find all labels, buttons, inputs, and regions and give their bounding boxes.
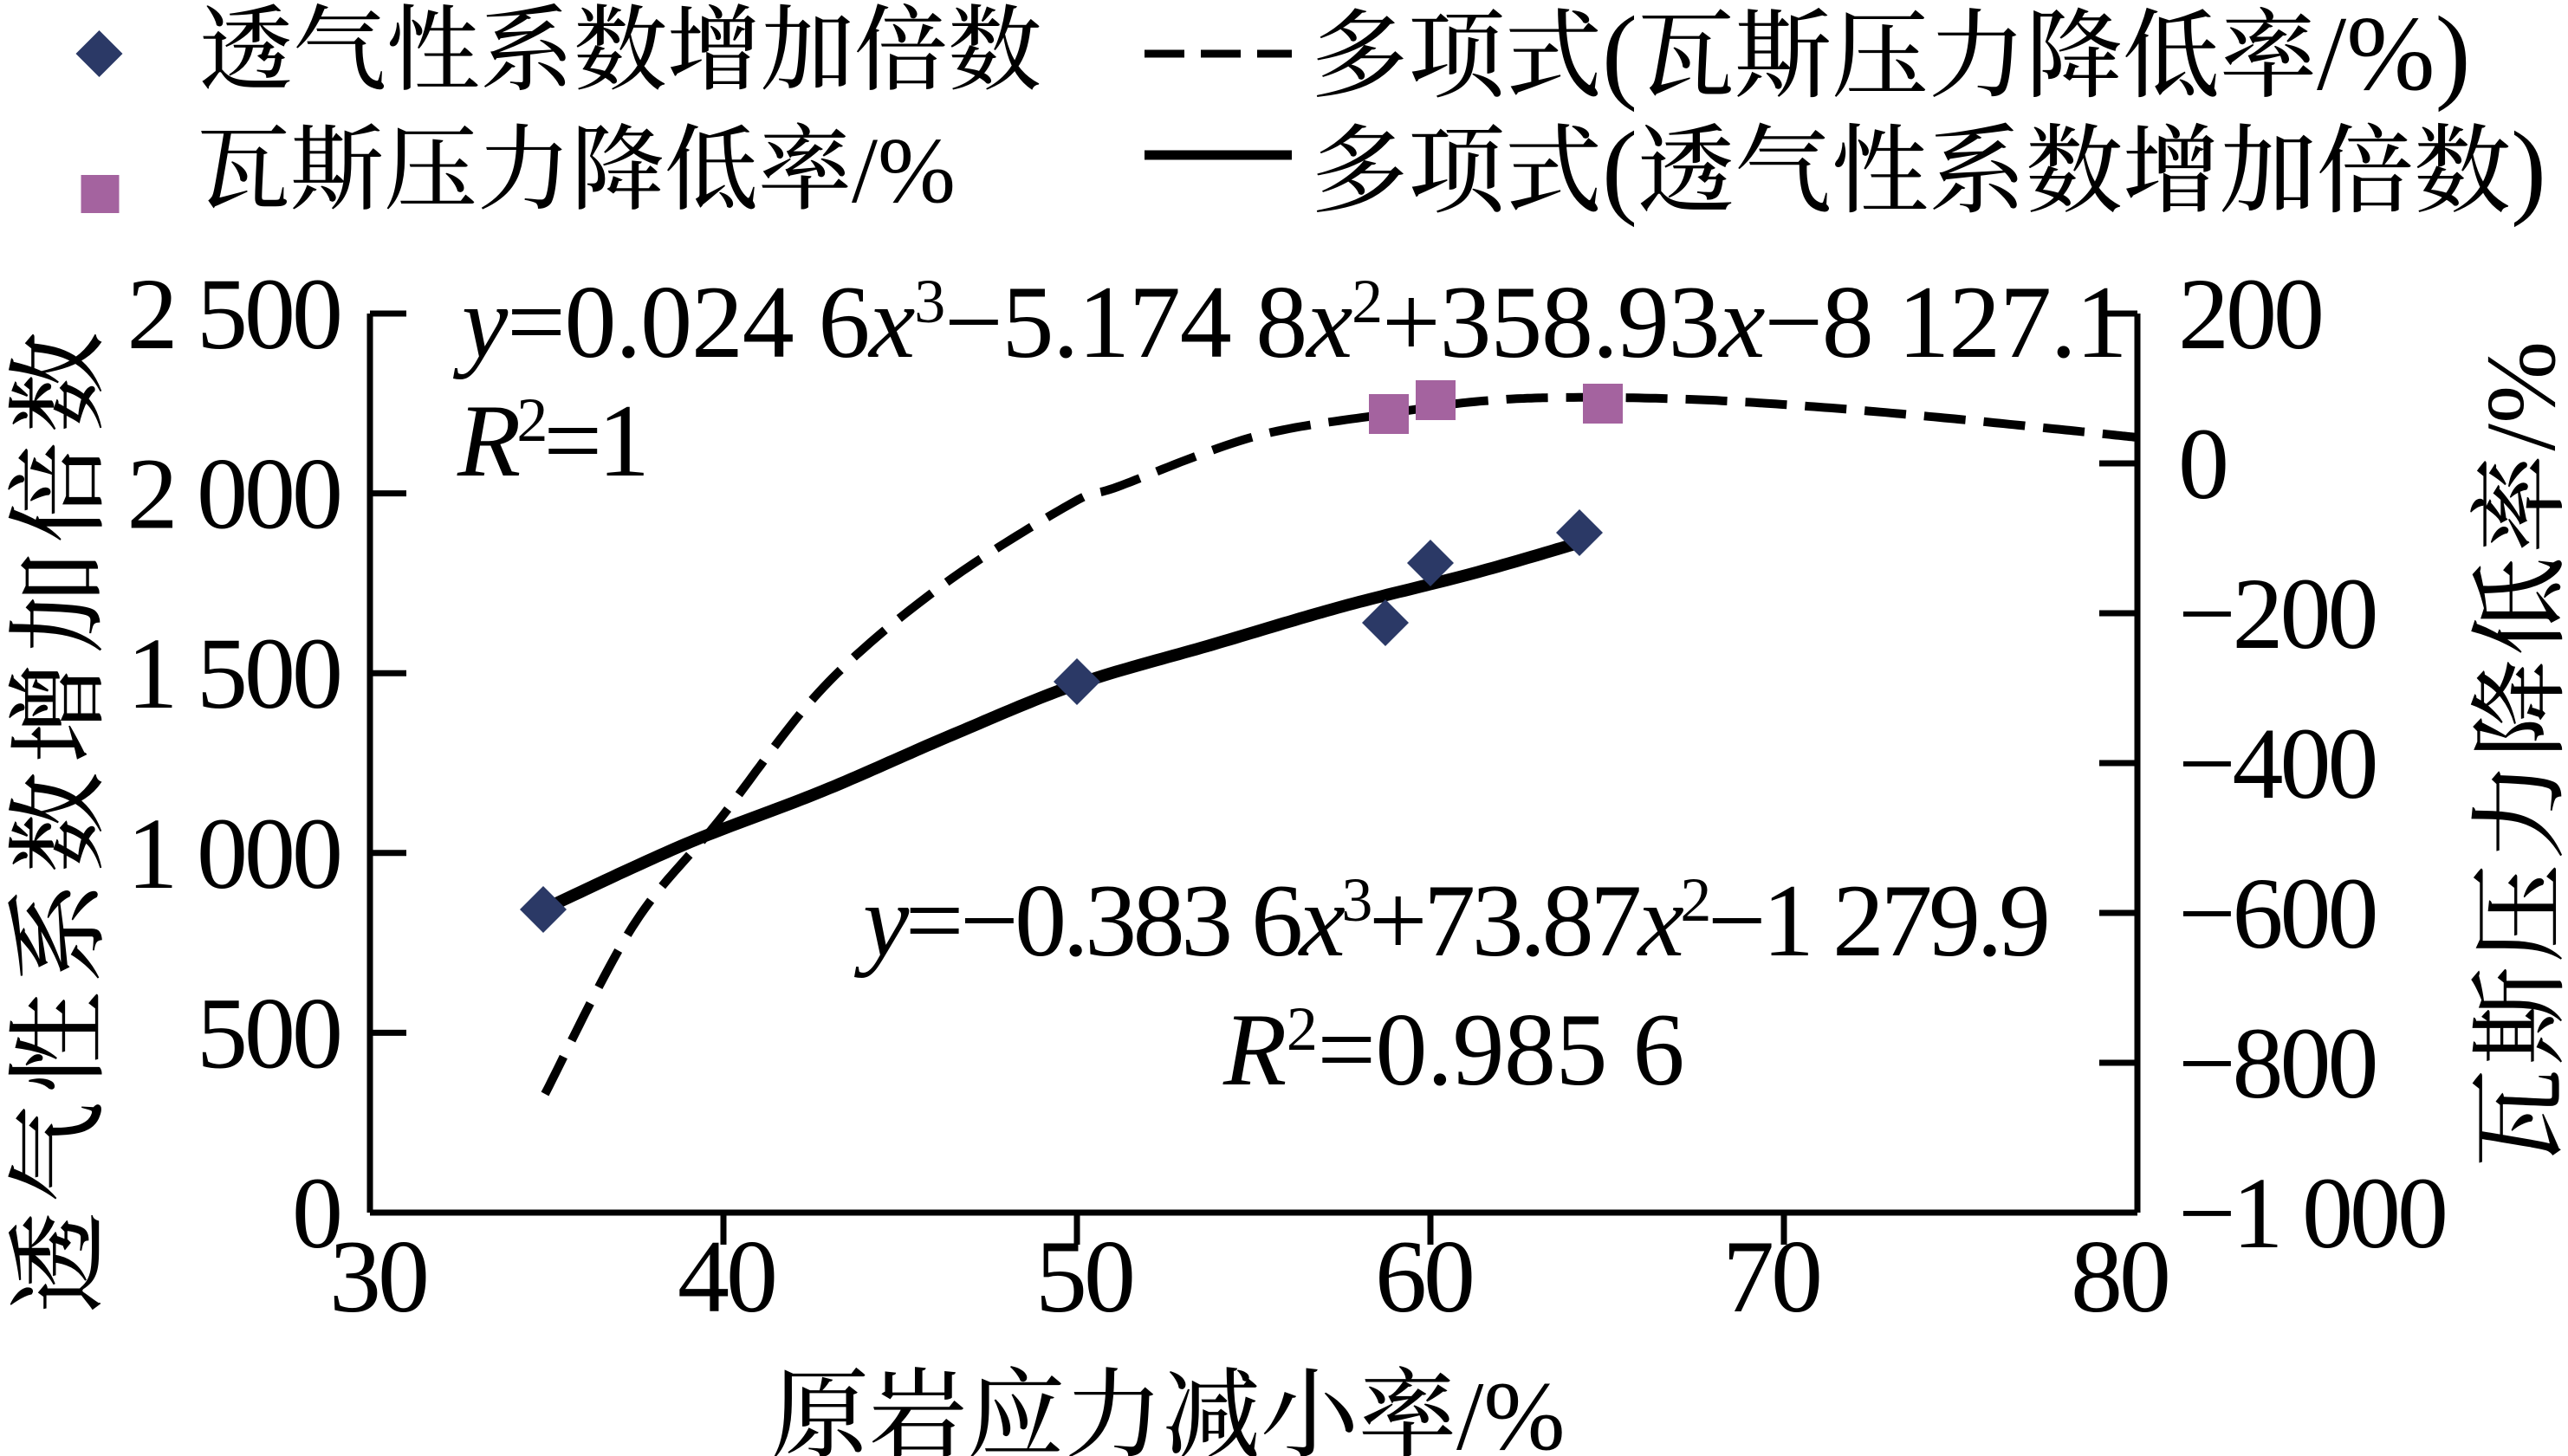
- svg-text:1 500: 1 500: [127, 617, 340, 730]
- svg-text:(: (: [1602, 109, 1637, 228]
- svg-text:500: 500: [197, 976, 340, 1090]
- svg-text:/%: /%: [2466, 341, 2568, 451]
- svg-text:−800: −800: [2178, 1006, 2376, 1120]
- svg-text:70: 70: [1722, 1219, 1819, 1334]
- svg-text:2 500: 2 500: [127, 257, 340, 371]
- svg-text:/%: /%: [1456, 1362, 1566, 1456]
- svg-text:200: 200: [2178, 257, 2321, 371]
- svg-text:−600: −600: [2178, 857, 2376, 970]
- svg-text:y=0.024 6x3−5.174 8x2+358.93x−: y=0.024 6x3−5.174 8x2+358.93x−8 127.1: [452, 264, 2126, 379]
- svg-text:−400: −400: [2178, 707, 2376, 820]
- svg-text:1 000: 1 000: [127, 797, 340, 910]
- svg-text:(: (: [1602, 0, 1637, 113]
- svg-text:80: 80: [2071, 1219, 2168, 1334]
- svg-text:40: 40: [678, 1219, 775, 1334]
- svg-text:R2=0.985 6: R2=0.985 6: [1222, 992, 1684, 1107]
- svg-text:−1 000: −1 000: [2178, 1156, 2445, 1270]
- svg-text:y=−0.383 6x3+73.87x2−1 279.9: y=−0.383 6x3+73.87x2−1 279.9: [853, 863, 2047, 978]
- svg-text:50: 50: [1035, 1219, 1132, 1334]
- svg-text:R2=1: R2=1: [457, 383, 645, 498]
- svg-text:): ): [2511, 109, 2546, 228]
- svg-text:0: 0: [2178, 407, 2226, 521]
- svg-text:/%: /%: [852, 120, 956, 223]
- svg-text:/%): /%): [2317, 0, 2471, 113]
- svg-text:0: 0: [292, 1156, 340, 1270]
- svg-text:2 000: 2 000: [127, 437, 340, 551]
- svg-text:30: 30: [329, 1219, 426, 1334]
- svg-text:−200: −200: [2178, 557, 2376, 670]
- svg-text:60: 60: [1375, 1219, 1472, 1334]
